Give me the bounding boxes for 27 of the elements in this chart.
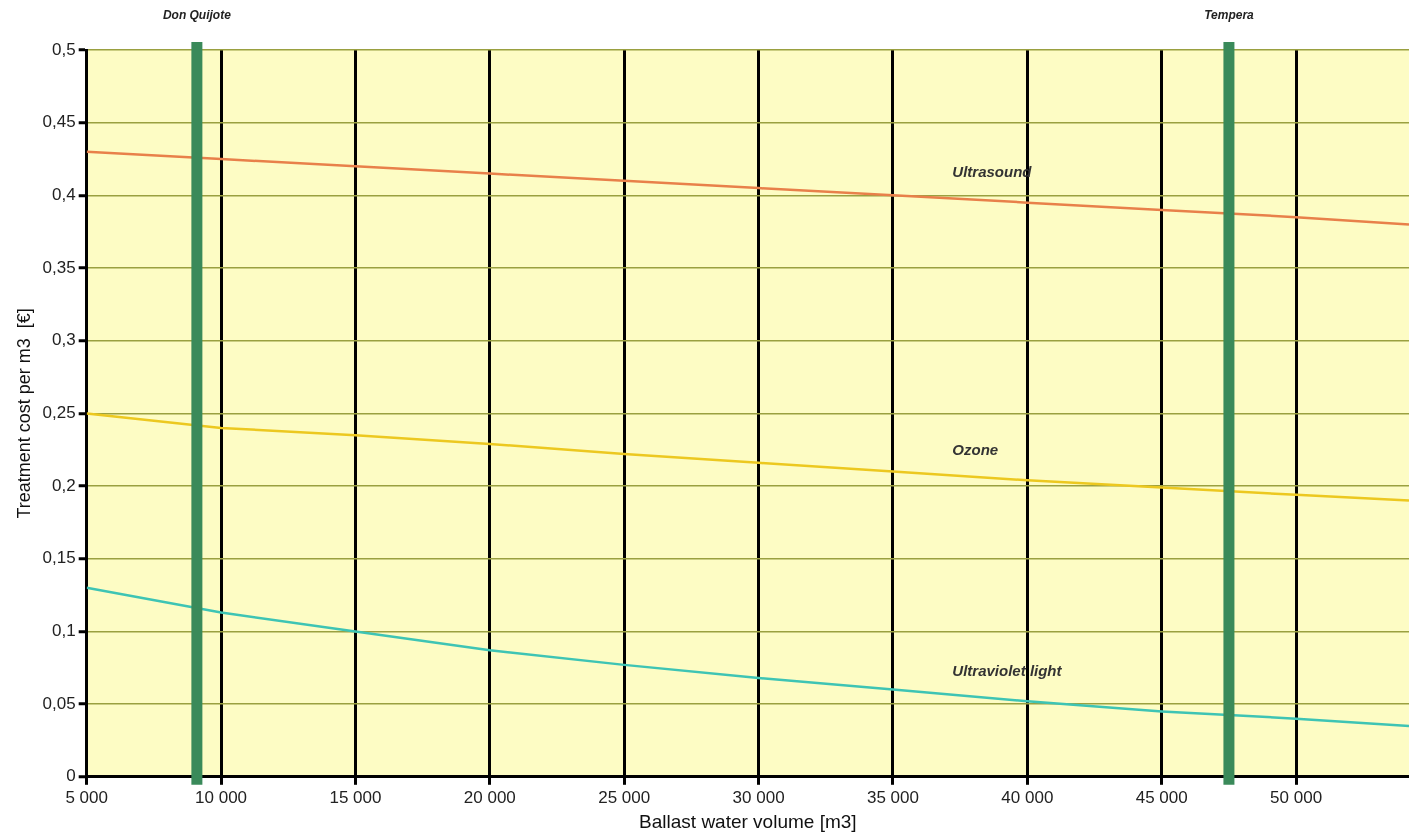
series-label: Ozone bbox=[952, 440, 999, 458]
x-tick-label: 15 000 bbox=[329, 787, 382, 807]
y-tick-label: 0,1 bbox=[52, 621, 76, 641]
x-tick-label: 50 000 bbox=[1270, 787, 1323, 807]
y-tick-label: 0,45 bbox=[42, 112, 76, 132]
x-tick-label: 20 000 bbox=[463, 787, 516, 807]
y-tick-label: 0,4 bbox=[52, 185, 76, 205]
x-axis-title: Ballast water volume [m3] bbox=[639, 810, 857, 832]
x-tick-label: 45 000 bbox=[1135, 787, 1188, 807]
x-tick-label: 5 000 bbox=[65, 787, 108, 807]
y-tick-label: 0,2 bbox=[52, 475, 76, 495]
y-tick-label: 0,15 bbox=[42, 548, 76, 568]
x-tick-label: 10 000 bbox=[195, 787, 248, 807]
y-tick-label: 0,3 bbox=[52, 330, 76, 350]
ref-line-label: Tempera bbox=[1204, 8, 1255, 23]
y-tick-label: 0 bbox=[66, 766, 76, 786]
x-tick-label: 35 000 bbox=[866, 787, 919, 807]
x-tick-label: 30 000 bbox=[732, 787, 785, 807]
y-tick-label: 0,5 bbox=[52, 39, 76, 59]
x-tick-label: 40 000 bbox=[1001, 787, 1054, 807]
y-tick-label: 0,25 bbox=[42, 403, 76, 423]
y-tick-label: 0,05 bbox=[42, 693, 76, 713]
y-tick-label: 0,35 bbox=[42, 257, 76, 277]
series-label: Ultraviolet light bbox=[952, 661, 1063, 679]
ref-line-label: Don Quijote bbox=[162, 8, 232, 23]
x-tick-label: 25 000 bbox=[598, 787, 651, 807]
y-axis-title: Treatment cost per m3 [€] bbox=[13, 308, 34, 519]
